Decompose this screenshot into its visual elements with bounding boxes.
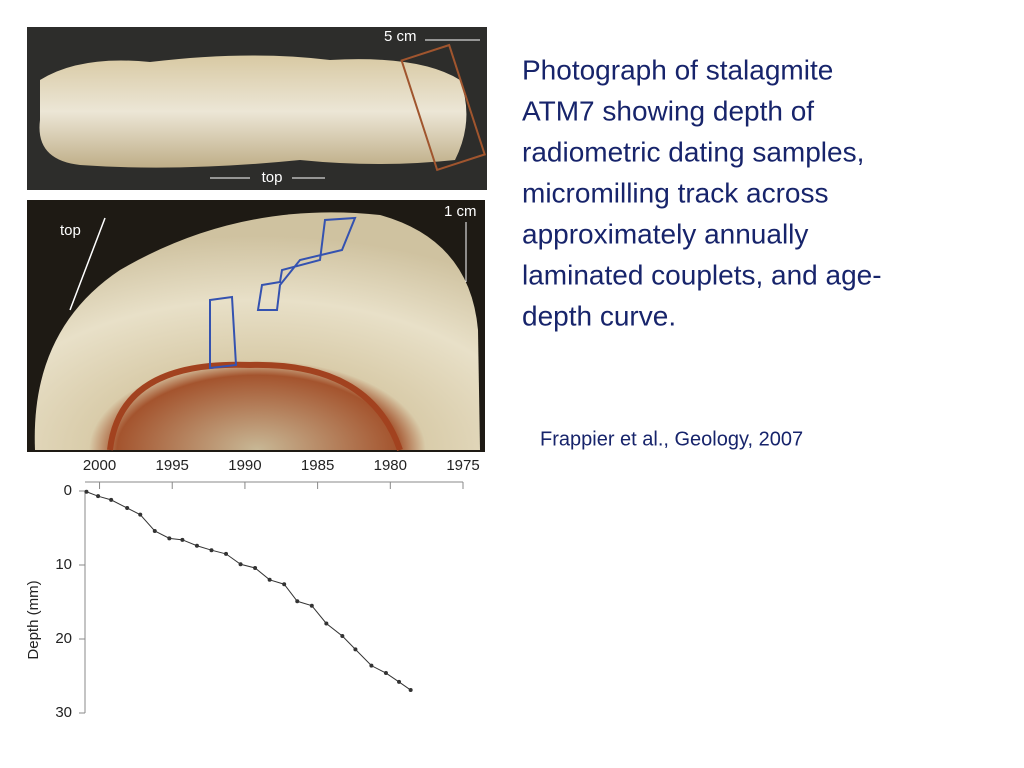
- description-line: ATM7 showing depth of: [522, 95, 814, 126]
- data-point: [340, 634, 345, 639]
- scale-label: 1 cm: [444, 203, 477, 220]
- data-point: [194, 543, 199, 548]
- data-point: [209, 548, 214, 553]
- data-point: [408, 688, 413, 693]
- data-point: [309, 603, 314, 608]
- scale-label: 5 cm: [384, 28, 417, 45]
- description-line: Photograph of stalagmite: [522, 54, 833, 85]
- arrow-label: top: [60, 222, 81, 239]
- data-point: [109, 497, 114, 502]
- data-point: [152, 528, 157, 533]
- description-line: approximately annually: [522, 218, 808, 249]
- x-tick-label: 1980: [374, 457, 407, 474]
- x-tick-label: 1995: [156, 457, 189, 474]
- y-tick-label: 20: [55, 630, 72, 647]
- data-point: [267, 577, 272, 582]
- y-axis-label: Depth (mm): [25, 580, 42, 659]
- data-point: [180, 537, 185, 542]
- description-line: laminated couplets, and age-: [522, 259, 882, 290]
- data-point: [84, 489, 89, 494]
- stalagmite-photo: 5 cm top: [27, 27, 487, 190]
- section-photo: 1 cm top: [27, 200, 485, 452]
- data-point: [253, 565, 258, 570]
- description-line: depth curve.: [522, 300, 676, 331]
- citation: Frappier et al., Geology, 2007: [540, 428, 803, 450]
- x-tick-label: 1985: [301, 457, 334, 474]
- y-tick-label: 30: [55, 704, 72, 721]
- depth-curve: [86, 491, 411, 691]
- data-point: [353, 647, 358, 652]
- description: Photograph of stalagmite ATM7 showing dep…: [522, 54, 882, 331]
- data-point: [282, 582, 287, 587]
- data-point: [383, 671, 388, 676]
- data-point: [167, 536, 172, 541]
- description-line: micromilling track across: [522, 177, 829, 208]
- data-point: [125, 506, 130, 511]
- x-tick-label: 1975: [446, 457, 479, 474]
- description-line: radiometric dating samples,: [522, 136, 864, 167]
- x-tick-label: 1990: [228, 457, 261, 474]
- y-tick-label: 0: [64, 482, 72, 499]
- data-point: [224, 551, 229, 556]
- data-point: [397, 679, 402, 684]
- data-point: [138, 512, 143, 517]
- arrow-label: top: [262, 169, 283, 186]
- data-point: [295, 599, 300, 604]
- y-tick-label: 10: [55, 556, 72, 573]
- chart: 2000 1995 1990 1985 1980 1975 0 10 20 30: [55, 457, 479, 721]
- data-point: [96, 494, 101, 499]
- data-point: [324, 621, 329, 626]
- data-point: [238, 562, 243, 567]
- data-point: [369, 663, 374, 668]
- x-tick-label: 2000: [83, 457, 116, 474]
